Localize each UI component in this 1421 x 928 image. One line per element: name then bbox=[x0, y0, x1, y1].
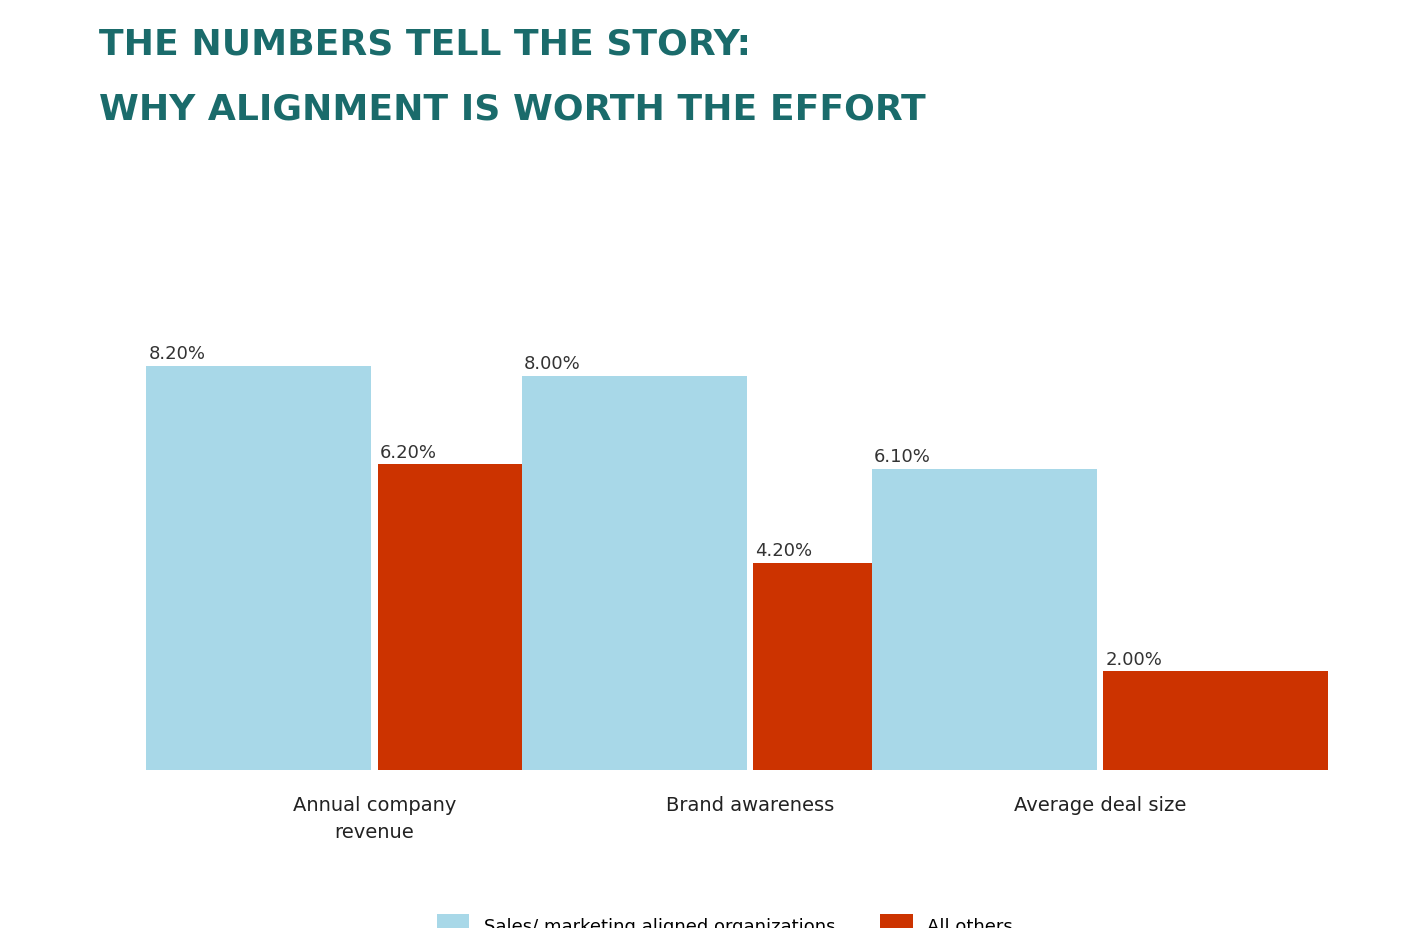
Bar bbox=[871, 470, 1097, 770]
Text: 8.00%: 8.00% bbox=[524, 354, 581, 372]
Bar bbox=[1103, 672, 1329, 770]
Text: 6.10%: 6.10% bbox=[874, 448, 931, 466]
Text: 6.20%: 6.20% bbox=[381, 443, 438, 461]
Bar bbox=[522, 377, 746, 770]
Bar bbox=[753, 563, 978, 770]
Text: 2.00%: 2.00% bbox=[1106, 650, 1162, 668]
Bar bbox=[146, 367, 371, 770]
Text: WHY ALIGNMENT IS WORTH THE EFFORT: WHY ALIGNMENT IS WORTH THE EFFORT bbox=[99, 93, 926, 127]
Text: THE NUMBERS TELL THE STORY:: THE NUMBERS TELL THE STORY: bbox=[99, 28, 752, 62]
Text: 4.20%: 4.20% bbox=[756, 542, 813, 560]
Bar bbox=[378, 465, 603, 770]
Text: 8.20%: 8.20% bbox=[149, 344, 206, 363]
Legend: Sales/ marketing aligned organizations, All others: Sales/ marketing aligned organizations, … bbox=[436, 914, 1013, 928]
